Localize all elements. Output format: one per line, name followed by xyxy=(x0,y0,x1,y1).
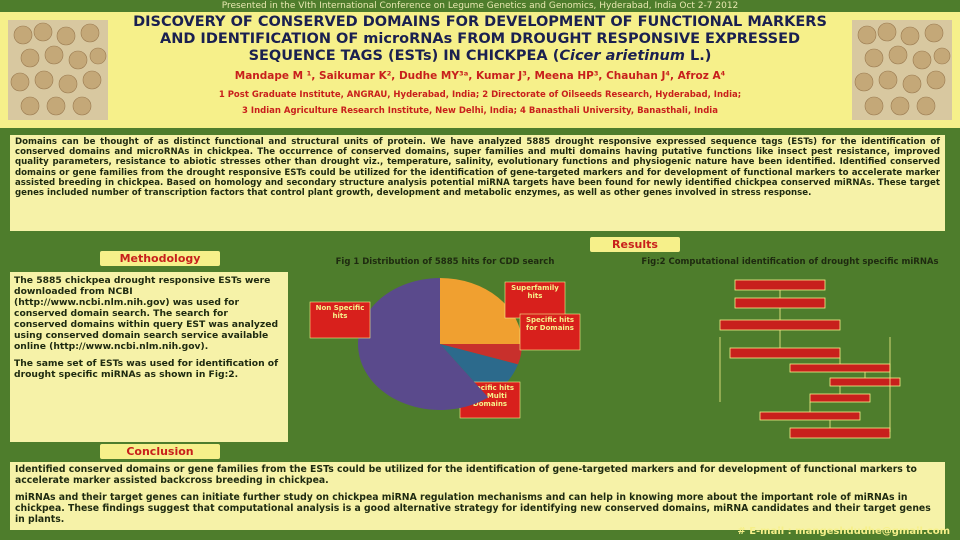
slice-label-text: Non Specific hits xyxy=(315,304,365,320)
figure-title: Fig 1 Distribution of 5885 hits for CDD … xyxy=(336,257,555,267)
pie-slice xyxy=(358,278,489,410)
section-heading: Methodology xyxy=(100,251,220,266)
slice-label-box xyxy=(519,313,581,351)
slice-label-box xyxy=(504,281,566,319)
paragraph: Identified conserved domains or gene fam… xyxy=(15,464,917,486)
chickpea-image xyxy=(852,20,952,120)
flowchart xyxy=(719,279,901,439)
pie-chart: Superfamily hits Specific hits for Domain… xyxy=(309,278,581,419)
title-text: L.) xyxy=(684,48,712,64)
affiliations: 1 Post Graduate Institute, ANGRAU, Hyder… xyxy=(218,90,742,100)
title-text: DISCOVERY OF CONSERVED DOMAINS FOR DEVEL… xyxy=(133,14,827,64)
figure-title: Fig:2 Computational identification of dr… xyxy=(641,257,938,267)
slice-label: Specific hits for Domains xyxy=(525,316,575,332)
affiliations: 3 Indian Agriculture Research Institute,… xyxy=(242,106,718,116)
figures: Fig 1 Distribution of 5885 hits for CDD … xyxy=(309,257,939,439)
banner: Presented in the VIth International Conf… xyxy=(221,1,739,11)
title: DISCOVERY OF CONSERVED DOMAINS FOR DEVEL… xyxy=(120,14,840,65)
slice-label: Specific hits for Multi Domains xyxy=(465,384,515,408)
methodology: The 5885 chickpea drought responsive EST… xyxy=(10,272,288,442)
slice-label: Non Specific hits xyxy=(315,304,365,320)
chickpea-image xyxy=(8,20,108,120)
footer: # E-mail : mangeshdudhe@gmail.com xyxy=(737,526,950,537)
conclusion: Identified conserved domains or gene fam… xyxy=(10,462,945,530)
pie-slice xyxy=(440,344,522,365)
section-heading: Conclusion xyxy=(100,444,220,459)
slice-label-text: Specific hits for Domains xyxy=(525,316,575,332)
slice-label-box xyxy=(309,301,371,339)
slice-label: Superfamily hits xyxy=(511,284,559,300)
abstract: Domains can be thought of as distinct fu… xyxy=(10,135,945,231)
header: DISCOVERY OF CONSERVED DOMAINS FOR DEVEL… xyxy=(0,12,960,128)
pie-slice xyxy=(440,278,522,344)
slice-label-text: Specific hits for Multi Domains xyxy=(465,384,515,408)
title-species: Cicer arietinum xyxy=(559,48,685,64)
paragraph: The 5885 chickpea drought responsive EST… xyxy=(14,275,279,352)
paragraph: miRNAs and their target genes can initia… xyxy=(15,492,931,525)
authors: Mandape M ¹, Saikumar K², Dudhe MY³ᵃ, Ku… xyxy=(234,70,726,82)
section-heading: Results xyxy=(590,237,680,252)
slice-label-text: Superfamily hits xyxy=(511,284,559,300)
paragraph: The same set of ESTs was used for identi… xyxy=(14,358,279,380)
